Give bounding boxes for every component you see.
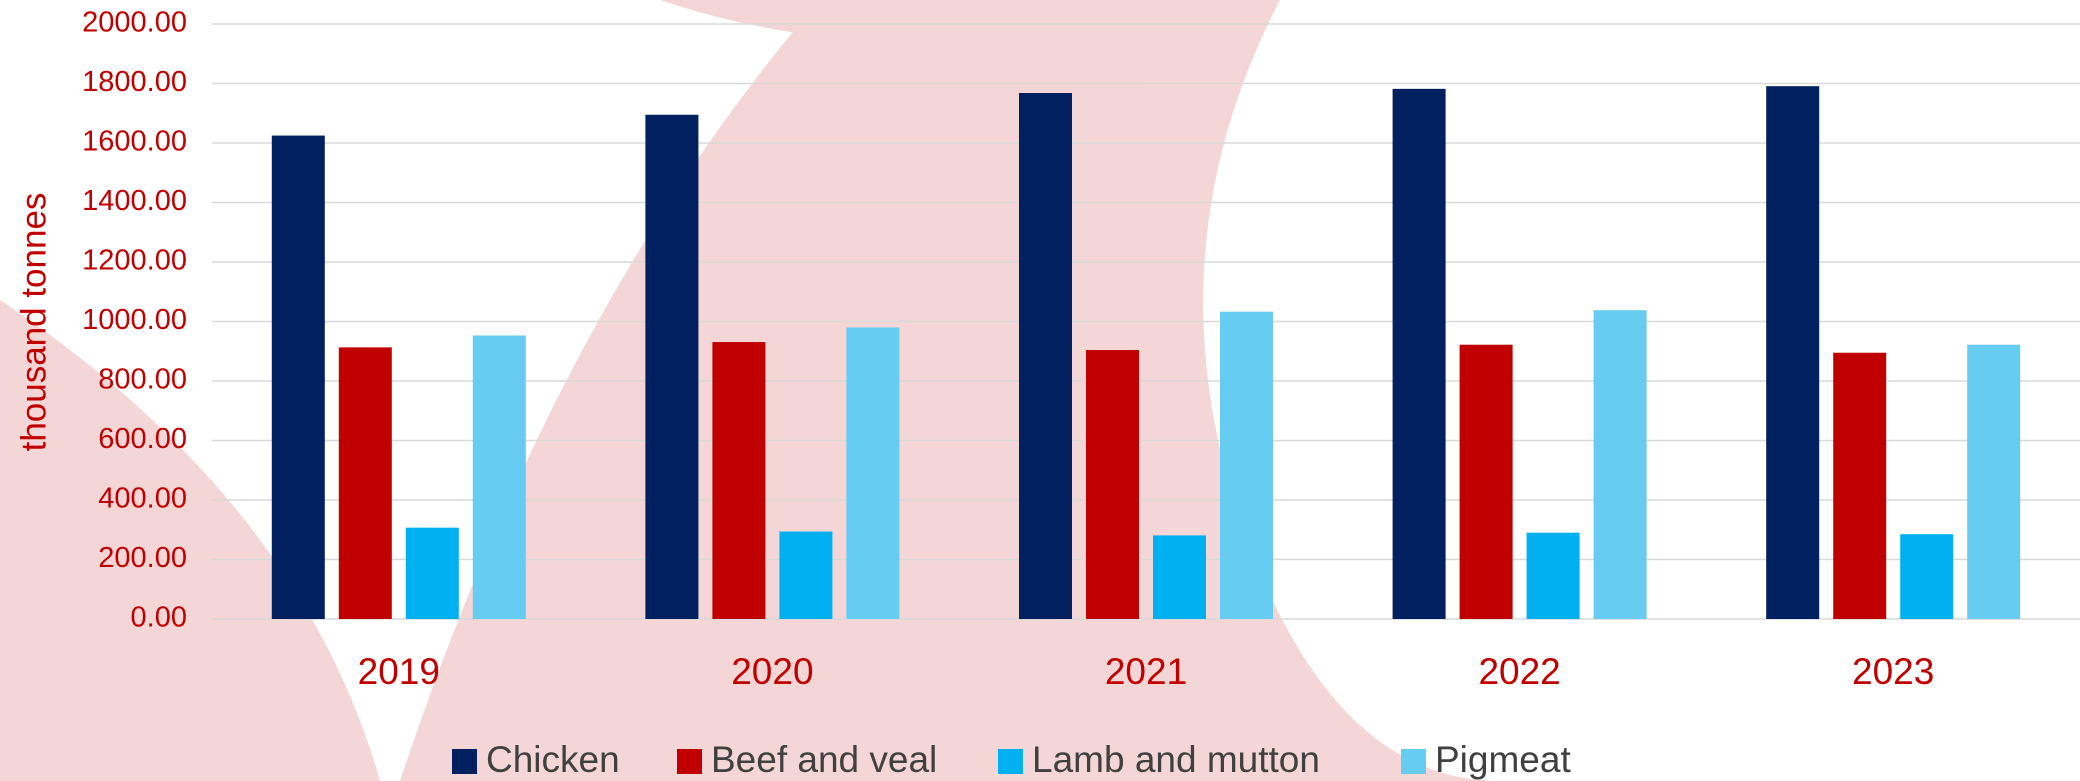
bar <box>1019 93 1072 619</box>
y-tick-label: 1600.00 <box>82 126 187 158</box>
bar <box>405 527 459 619</box>
legend-label: Lamb and mutton <box>1032 739 1320 780</box>
y-tick-label: 200.00 <box>98 542 187 574</box>
x-tick-label: 2019 <box>358 651 440 692</box>
y-tick-label: 1200.00 <box>82 245 187 277</box>
legend-label: Pigmeat <box>1435 739 1571 780</box>
y-tick-label: 2000.00 <box>82 7 187 39</box>
bar <box>712 342 766 619</box>
bar <box>271 135 325 619</box>
x-tick-label: 2020 <box>731 651 813 692</box>
bar <box>1526 532 1580 619</box>
bar <box>338 347 392 619</box>
bar <box>645 114 699 620</box>
bar <box>472 335 526 619</box>
y-tick-label: 600.00 <box>98 423 187 455</box>
x-tick-label: 2023 <box>1852 651 1934 692</box>
legend-swatch <box>1401 749 1426 774</box>
x-tick-label: 2022 <box>1478 651 1560 692</box>
bar <box>1766 86 1820 620</box>
y-axis-title: thousand tonnes <box>14 193 53 452</box>
y-tick-label: 400.00 <box>98 483 187 515</box>
y-tick-label: 1000.00 <box>82 304 187 336</box>
bar <box>1086 350 1139 619</box>
y-tick-label: 1400.00 <box>82 185 187 217</box>
y-tick-label: 0.00 <box>131 602 187 634</box>
legend-swatch <box>677 749 702 774</box>
bar <box>846 327 900 619</box>
y-tick-label: 800.00 <box>98 364 187 396</box>
bar <box>1220 311 1273 619</box>
bar <box>1593 310 1647 619</box>
y-tick-label: 1800.00 <box>82 66 187 98</box>
bar <box>1459 344 1513 619</box>
legend-label: Beef and veal <box>711 739 937 780</box>
bar <box>1833 352 1887 619</box>
legend-swatch <box>452 749 477 774</box>
bar <box>1392 88 1446 620</box>
legend-label: Chicken <box>486 739 620 780</box>
bar <box>1900 534 1954 619</box>
x-tick-label: 2021 <box>1105 651 1187 692</box>
legend-swatch <box>998 749 1023 774</box>
bar <box>1967 344 2021 619</box>
bar <box>779 531 833 619</box>
bar <box>1153 535 1206 619</box>
